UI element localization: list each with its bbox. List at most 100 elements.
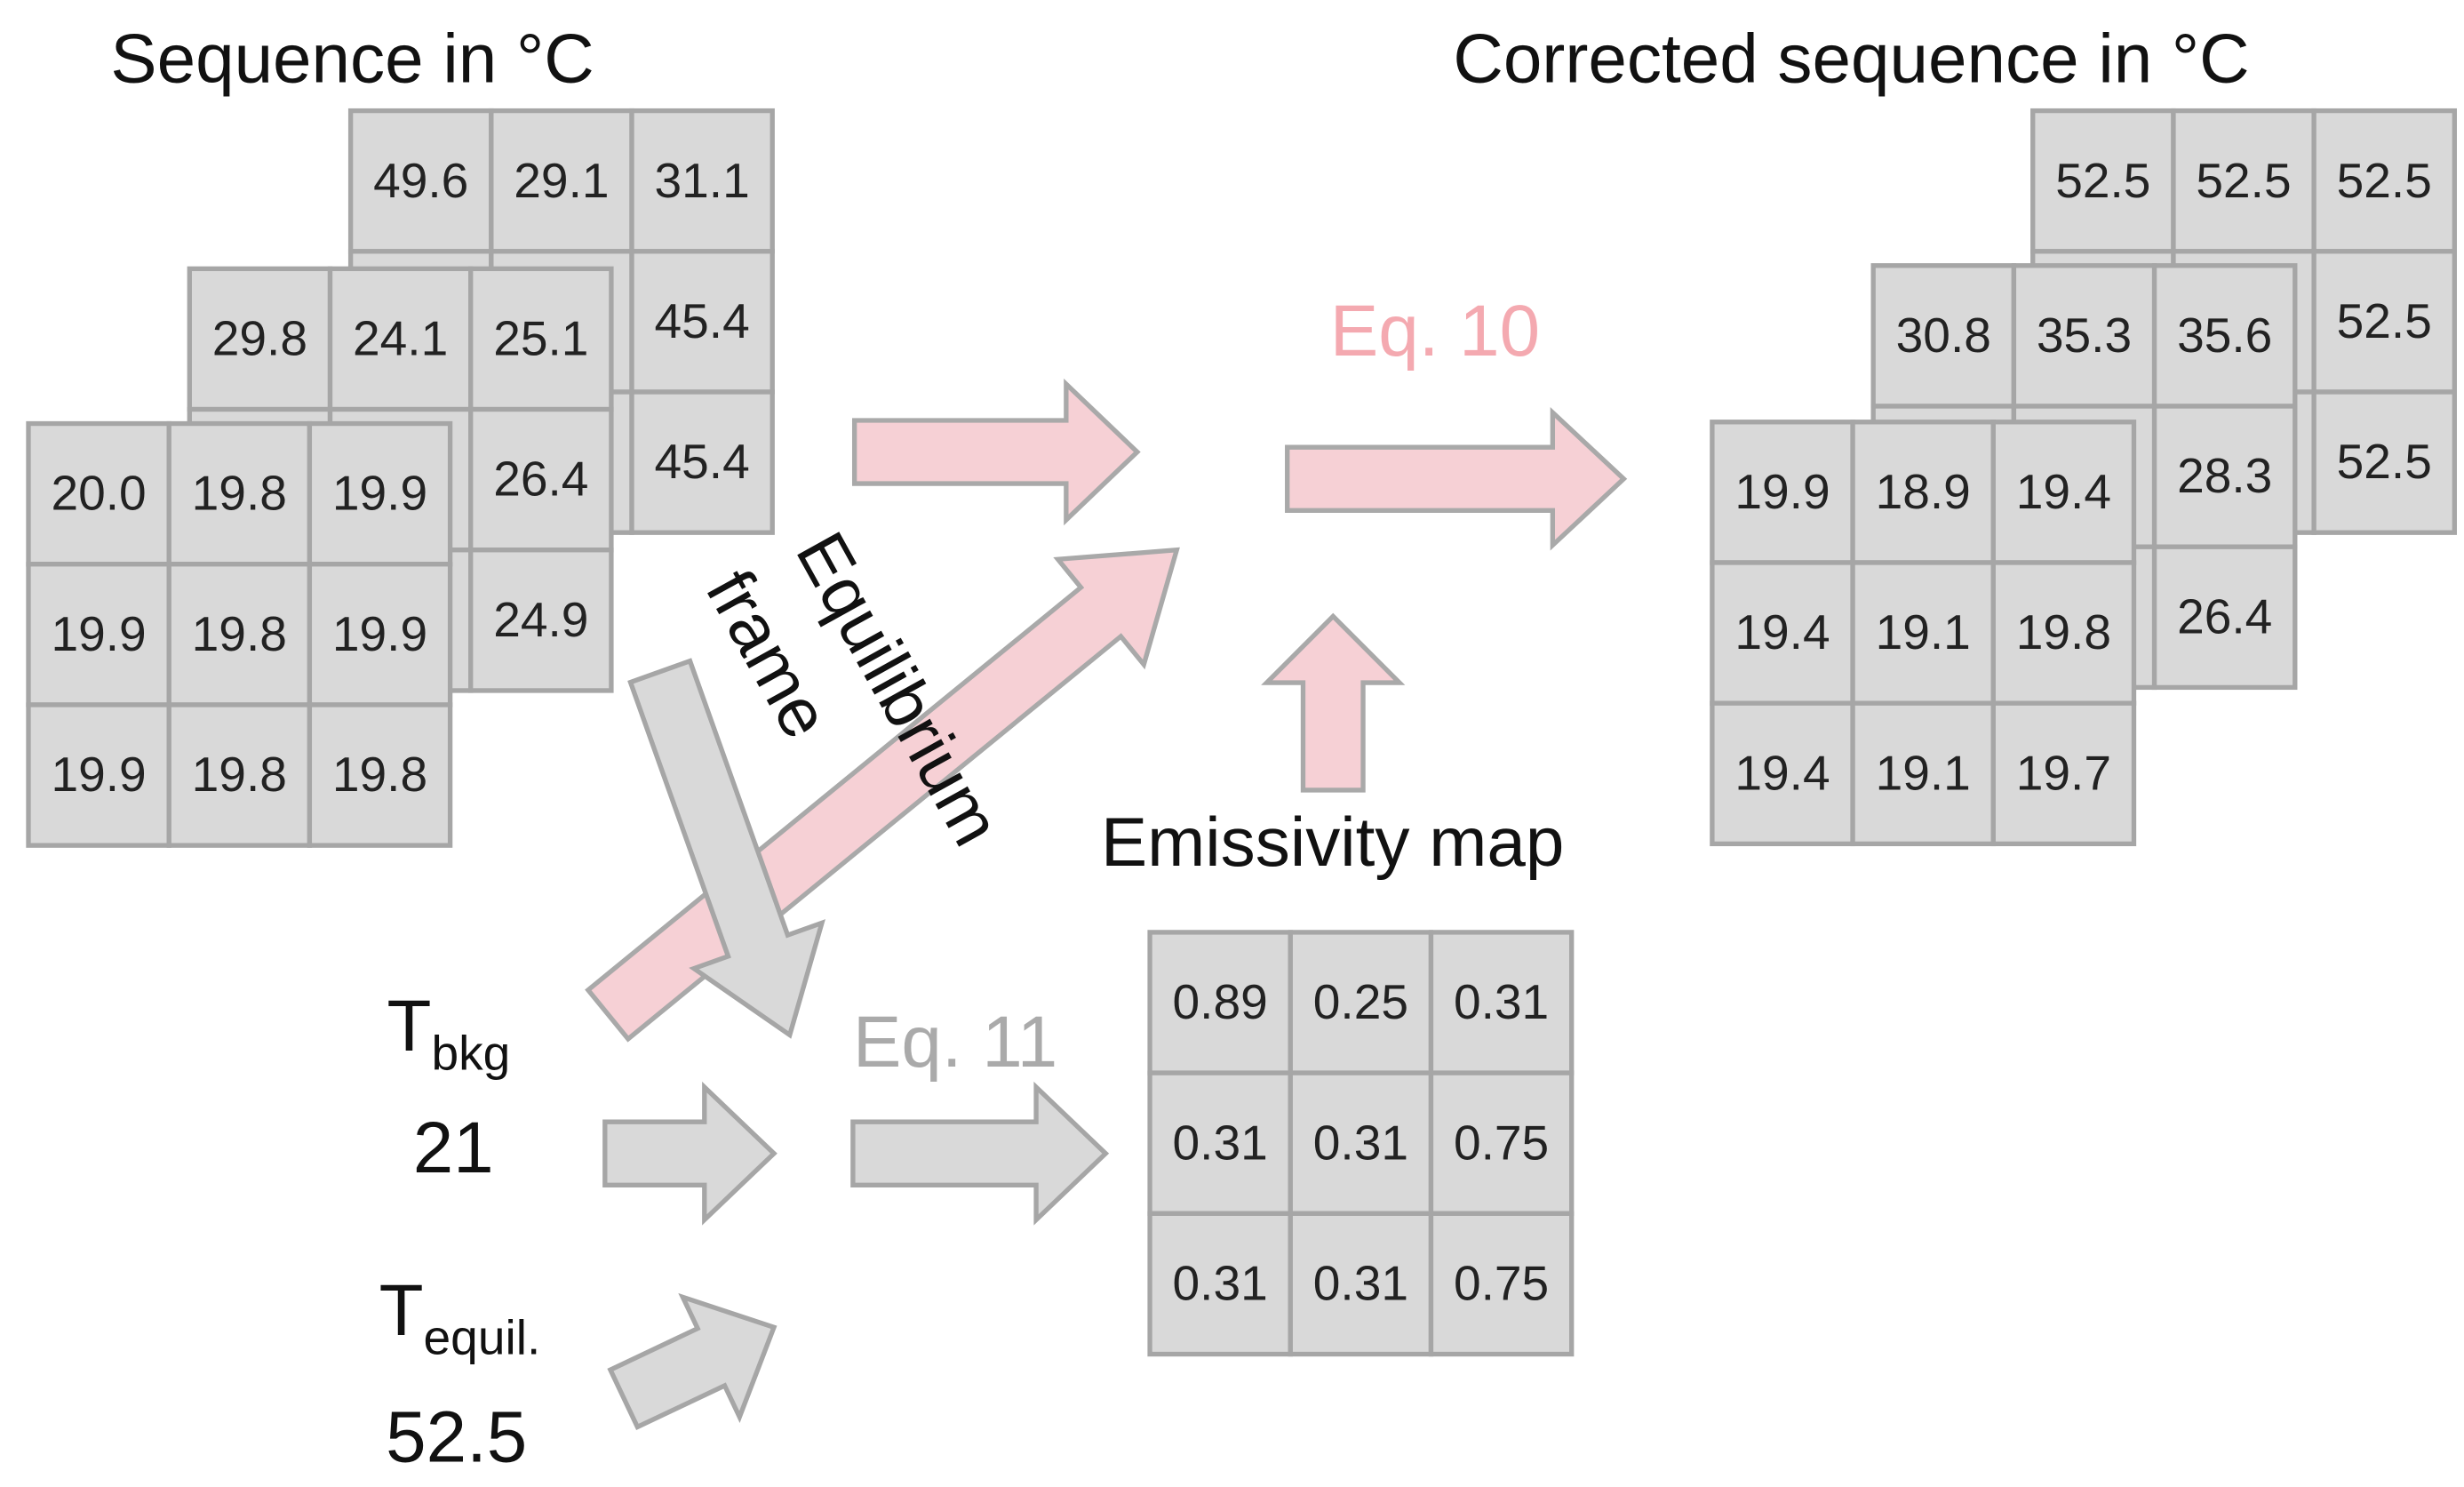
cell-value: 52.5 xyxy=(2337,153,2432,208)
cell-value: 26.4 xyxy=(493,452,588,507)
corrected-title: Corrected sequence in °C xyxy=(1453,20,2249,98)
cell-value: 30.8 xyxy=(1896,308,1991,363)
cell xyxy=(2311,108,2458,254)
cell xyxy=(1850,420,1996,565)
cell-value: 0.89 xyxy=(1173,974,1268,1029)
cell-value: 52.5 xyxy=(2337,293,2432,348)
t-equil-value: 52.5 xyxy=(386,1396,527,1477)
cell-value: 19.4 xyxy=(1734,745,1830,800)
grid: 0.89 0.25 0.31 0.31 0.31 0.75 0.31 0.31 0.75 xyxy=(1147,930,1575,1357)
cell-value: 45.4 xyxy=(655,293,750,348)
cell-value: 19.8 xyxy=(192,747,287,802)
cell-value: 52.5 xyxy=(2055,153,2150,208)
cell-value: 52.5 xyxy=(2196,153,2291,208)
cell-value: 0.75 xyxy=(1454,1256,1549,1311)
cell xyxy=(1990,700,2137,847)
cell xyxy=(468,548,614,693)
cell xyxy=(629,389,775,535)
arrow xyxy=(607,1292,777,1430)
symbol: T xyxy=(387,986,432,1067)
t-equil-symbol: Tequil. xyxy=(379,1270,541,1364)
arrow xyxy=(1285,406,1628,551)
eq10-label: Eq. 10 xyxy=(1330,291,1540,372)
cell-value: 35.6 xyxy=(2177,308,2272,363)
cell-value: 25.1 xyxy=(493,311,588,366)
subscript: bkg xyxy=(431,1026,510,1081)
cell xyxy=(307,702,453,848)
eq11-label: Eq. 11 xyxy=(853,1002,1057,1083)
cell xyxy=(1428,1211,1575,1357)
cell-value: 19.8 xyxy=(2016,604,2111,660)
cell xyxy=(187,266,333,412)
cell-value: 19.9 xyxy=(51,747,146,802)
cell-value: 29.1 xyxy=(514,153,609,208)
t-bkg-value: 21 xyxy=(413,1107,494,1188)
cell-value: 24.9 xyxy=(493,592,588,647)
cell xyxy=(489,108,634,254)
arrow xyxy=(1261,612,1406,793)
symbol: T xyxy=(379,1270,424,1351)
cell xyxy=(26,420,171,567)
arrows xyxy=(585,378,1628,1430)
cell-value: 19.9 xyxy=(51,606,146,661)
cell-value: 45.4 xyxy=(655,434,750,489)
cell-value: 19.8 xyxy=(192,606,287,661)
cell xyxy=(1147,1070,1293,1216)
cell xyxy=(468,266,614,412)
cell-value: 0.31 xyxy=(1454,974,1549,1029)
cell-value: 31.1 xyxy=(655,153,750,208)
cell-value: 52.5 xyxy=(2337,434,2432,489)
cell-value: 19.9 xyxy=(1734,464,1830,519)
cell-value: 24.1 xyxy=(353,311,448,366)
grid: 19.9 18.9 19.4 19.4 19.1 19.8 19.4 19.1 19.7 xyxy=(1710,420,2137,847)
cell xyxy=(2151,544,2298,691)
cell-value: 19.1 xyxy=(1876,604,1971,660)
cell-value: 0.75 xyxy=(1454,1115,1549,1170)
cell-value: 0.25 xyxy=(1313,974,1408,1029)
cell-value: 49.6 xyxy=(373,153,468,208)
cell-value: 19.8 xyxy=(192,466,287,521)
t-bkg-symbol: Tbkg xyxy=(387,986,511,1080)
cell-value: 29.8 xyxy=(212,311,307,366)
cell xyxy=(1990,560,2137,706)
grids: 49.6 29.1 31.1 45.4 45.4 29.8 24.1 25.1 26.4 24.9… xyxy=(26,108,2458,1357)
cell-value: 19.1 xyxy=(1876,745,1971,800)
cell xyxy=(2151,263,2298,409)
cell xyxy=(1147,1211,1293,1357)
cell xyxy=(2311,389,2458,535)
cell xyxy=(307,420,453,567)
cell xyxy=(1870,263,2017,409)
cell-value: 0.31 xyxy=(1313,1115,1408,1170)
cell-value: 26.4 xyxy=(2177,588,2272,644)
cell-value: 0.31 xyxy=(1173,1115,1268,1170)
cell-value: 0.31 xyxy=(1173,1256,1268,1311)
cell-value: 19.8 xyxy=(332,747,427,802)
cell xyxy=(1990,420,2137,565)
emissivity-title: Emissivity map xyxy=(1101,803,1564,881)
cell-value: 28.3 xyxy=(2177,448,2272,503)
cell-value: 18.9 xyxy=(1876,464,1971,519)
cell xyxy=(347,108,494,254)
cell xyxy=(2030,108,2176,254)
arrow xyxy=(851,378,1141,526)
sequence-title: Sequence in °C xyxy=(110,20,594,98)
cell-value: 35.3 xyxy=(2037,308,2132,363)
arrow xyxy=(627,658,825,1039)
cell xyxy=(629,108,775,254)
cell-value: 20.0 xyxy=(51,466,146,521)
cell xyxy=(1710,420,1855,565)
cell-value: 19.4 xyxy=(2016,464,2111,519)
subscript: equil. xyxy=(424,1310,541,1365)
cell xyxy=(1850,560,1996,706)
cell xyxy=(327,266,474,412)
cell-value: 19.9 xyxy=(332,466,427,521)
arrow xyxy=(602,1081,777,1226)
cell-value: 19.4 xyxy=(1734,604,1830,660)
cell xyxy=(1710,700,1855,847)
cell-value: 19.9 xyxy=(332,606,427,661)
arrow xyxy=(850,1081,1110,1226)
cell-value: 0.31 xyxy=(1313,1256,1408,1311)
cell xyxy=(2151,404,2298,549)
cell-value: 19.7 xyxy=(2016,745,2111,800)
